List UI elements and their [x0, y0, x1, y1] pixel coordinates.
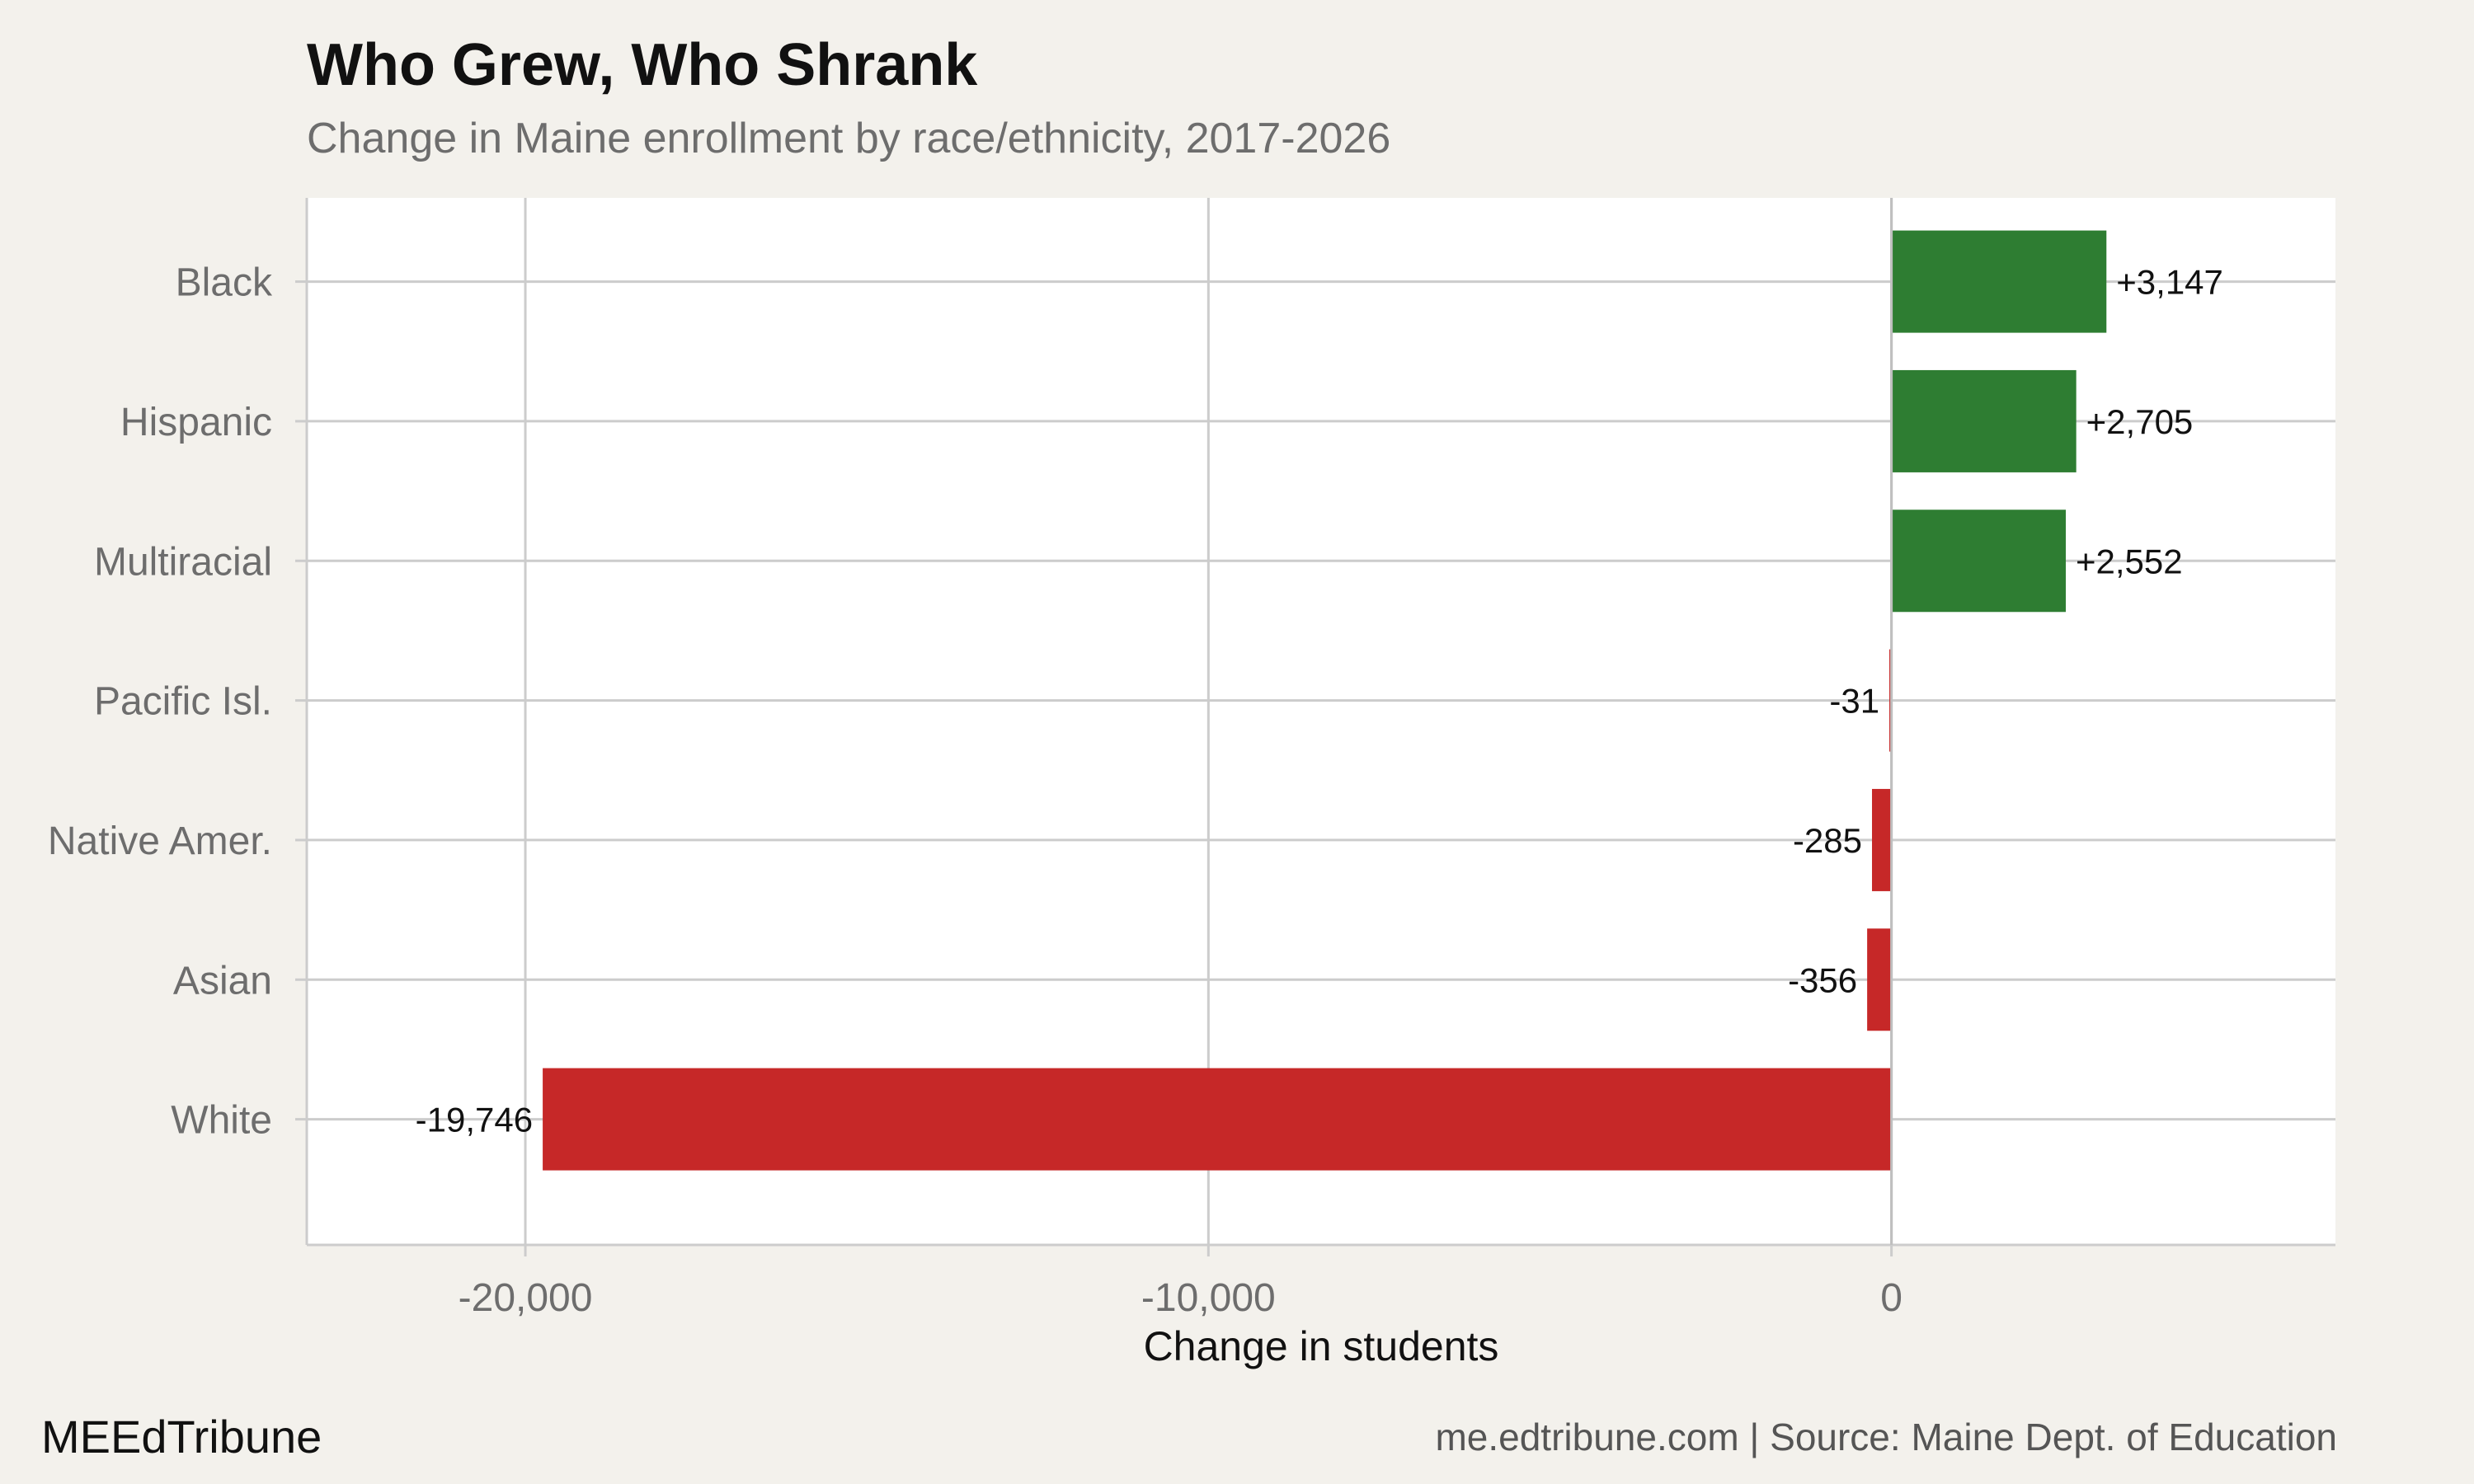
- category-label: White: [171, 1099, 272, 1143]
- bar: [1867, 928, 1892, 1031]
- axes: -20,000 -10,000 0 Black Hispanic Multiracial P…: [48, 198, 2335, 1320]
- category-label: Black: [176, 261, 273, 305]
- chart-subtitle: Change in Maine enrollment by race/ethni…: [307, 115, 1391, 162]
- bar-value-label: -285: [1793, 821, 1862, 860]
- category-label: Pacific Isl.: [94, 680, 272, 724]
- brand-logo-text: MEEdTribune: [41, 1411, 322, 1463]
- bar-value-label: +3,147: [2116, 263, 2223, 302]
- bars: [543, 230, 2107, 1171]
- x-tick-label: 0: [1880, 1276, 1903, 1320]
- bar: [543, 1068, 1892, 1171]
- category-label: Asian: [173, 959, 272, 1003]
- bar-value-label: -31: [1829, 682, 1879, 721]
- category-label: Hispanic: [120, 401, 272, 444]
- x-tick-label: -10,000: [1141, 1276, 1276, 1320]
- bar: [1891, 230, 2107, 333]
- chart-title: Who Grew, Who Shrank: [307, 32, 978, 98]
- data-labels: +3,147 +2,705 +2,552 -31 -285 -356 -19,746: [416, 263, 2223, 1139]
- x-axis-title: Change in students: [1144, 1323, 1499, 1369]
- source-note: me.edtribune.com | Source: Maine Dept. o…: [1435, 1416, 2337, 1458]
- bar: [1872, 788, 1892, 891]
- bar-value-label: +2,705: [2086, 402, 2194, 441]
- category-label: Native Amer.: [48, 819, 272, 863]
- bar-value-label: -356: [1788, 960, 1857, 999]
- category-label: Multiracial: [94, 540, 272, 584]
- bar: [1891, 369, 2077, 472]
- bar-value-label: +2,552: [2076, 542, 2183, 580]
- bar-value-label: -19,746: [416, 1101, 533, 1139]
- bar: [1891, 510, 2066, 613]
- x-tick-label: -20,000: [459, 1276, 593, 1320]
